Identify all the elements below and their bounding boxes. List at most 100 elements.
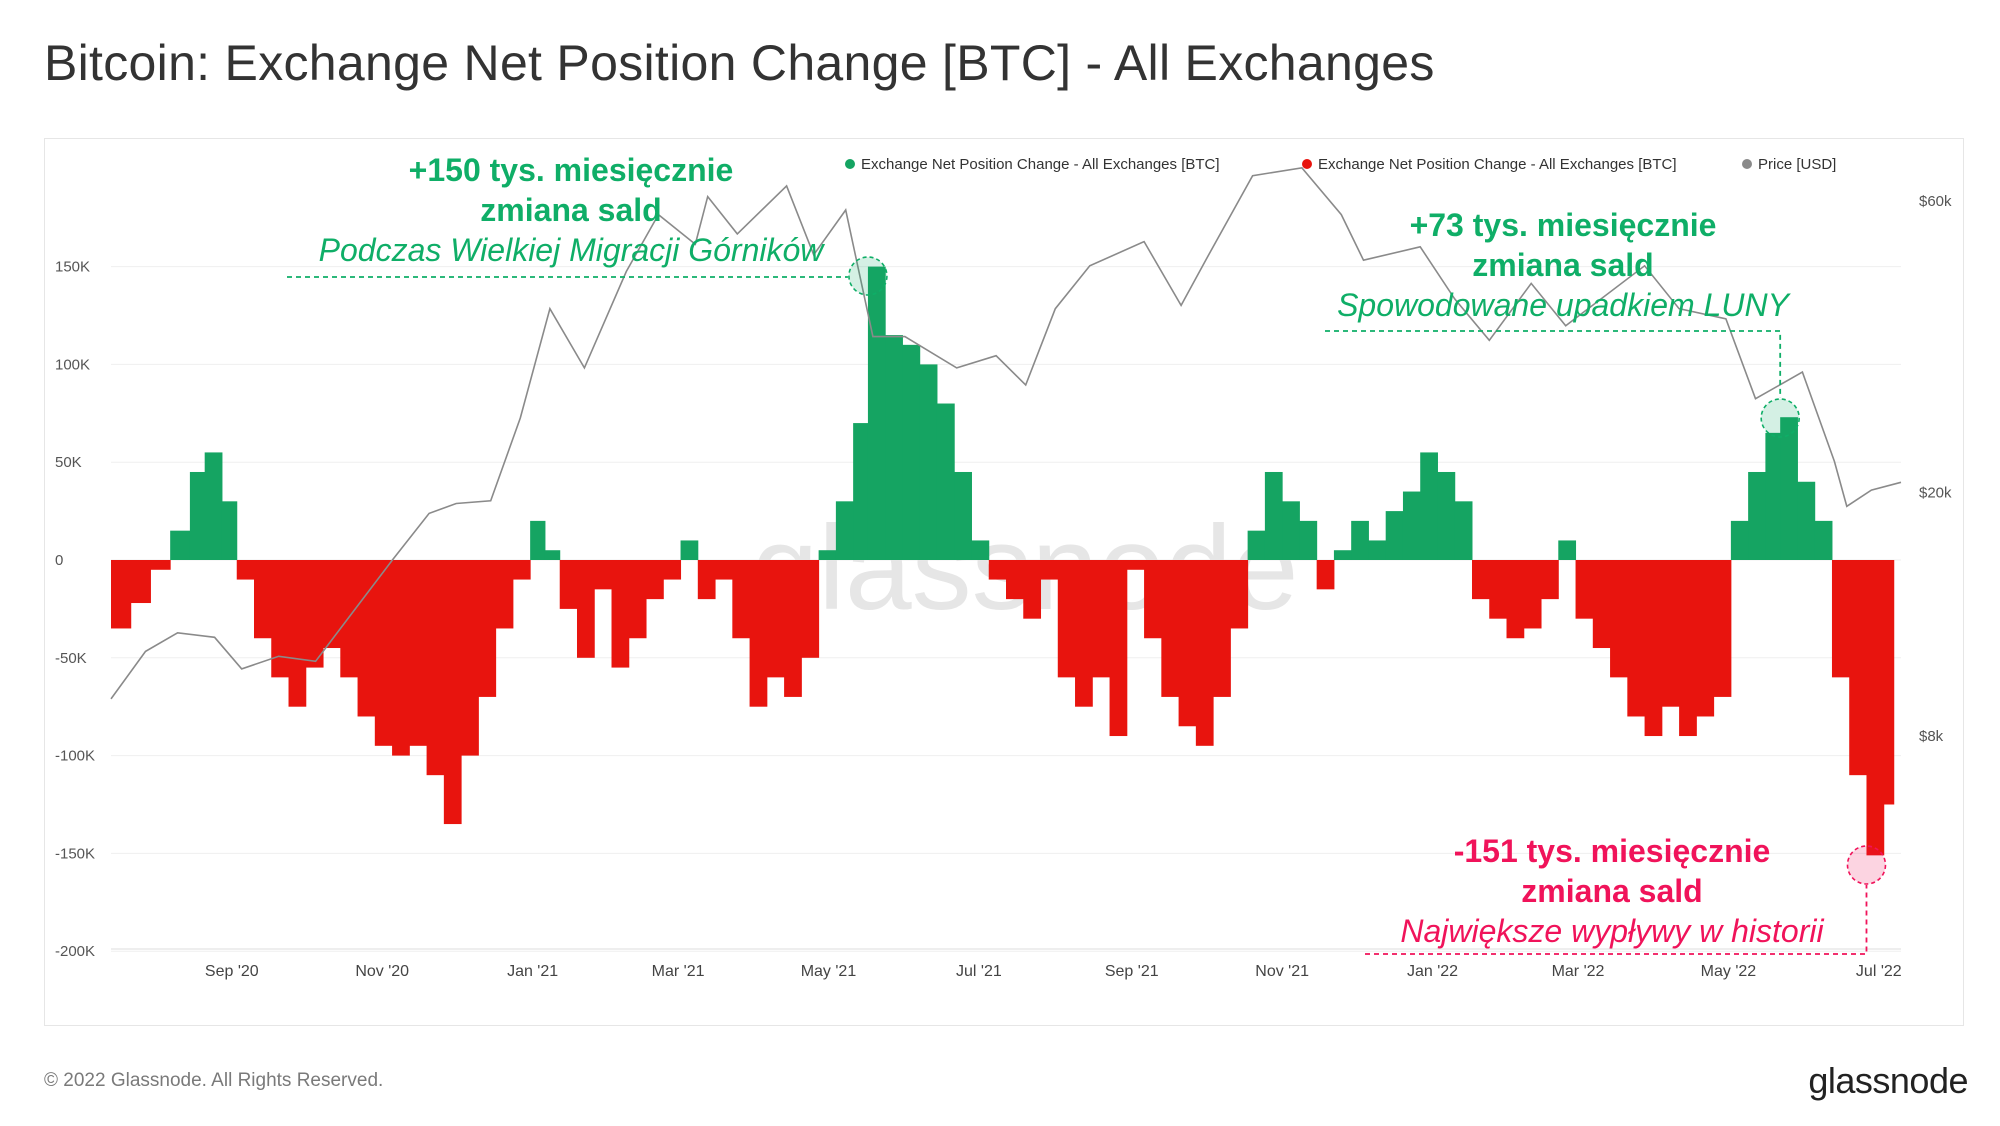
bar-negative xyxy=(1126,560,1145,570)
bar-positive xyxy=(1333,550,1352,560)
chart-svg: 150K 100K 50K 0 -50K -100K -150K -200K $60k $20k $… xyxy=(55,152,1952,980)
x-tick-label: Mar '22 xyxy=(1552,963,1605,980)
bar-positive xyxy=(1797,481,1816,560)
page-title: Bitcoin: Exchange Net Position Change [B… xyxy=(44,35,1435,91)
y-tick-left: 0 xyxy=(55,552,63,569)
bar-positive xyxy=(919,364,938,560)
bar-negative xyxy=(1109,560,1128,737)
y-tick-right: $20k xyxy=(1919,485,1952,502)
bar-positive xyxy=(544,550,561,560)
bar-negative xyxy=(288,560,307,707)
legend-marker xyxy=(1742,159,1752,169)
bar-negative xyxy=(1178,560,1197,727)
bar-negative xyxy=(715,560,733,580)
bar-positive xyxy=(204,452,223,560)
bar-negative xyxy=(766,560,785,678)
annotation-leader xyxy=(1325,330,1782,398)
annotation-title: +150 tys. miesięcznie xyxy=(409,152,734,188)
copyright-footer: © 2022 Glassnode. All Rights Reserved. xyxy=(44,1070,384,1091)
y-tick-left: 50K xyxy=(55,454,82,471)
bar-negative xyxy=(1144,560,1162,639)
x-tick-label: Mar '21 xyxy=(652,963,705,980)
bar-negative xyxy=(340,560,359,678)
bar-positive xyxy=(1264,471,1283,560)
bar-positive xyxy=(1730,520,1749,560)
bar-positive xyxy=(1247,530,1266,560)
bar-negative xyxy=(611,560,630,668)
annotation-marker xyxy=(1760,398,1800,438)
bar-negative xyxy=(512,560,531,580)
bar-negative xyxy=(628,560,647,639)
x-tick-label: May '22 xyxy=(1701,963,1757,980)
bar-negative xyxy=(1471,560,1490,600)
x-tick-label: Jan '22 xyxy=(1407,963,1458,980)
bar-negative xyxy=(357,560,376,717)
bar-positive xyxy=(1558,540,1577,560)
x-tick-label: Jul '21 xyxy=(956,963,1002,980)
bar-negative xyxy=(305,560,324,668)
annotation-title: -151 tys. miesięcznie xyxy=(1454,833,1771,869)
bar-negative xyxy=(663,560,682,580)
bar-negative xyxy=(784,560,802,697)
legend-marker xyxy=(845,159,855,169)
bar-negative xyxy=(1541,560,1559,600)
bar-positive xyxy=(530,520,546,560)
bar-negative xyxy=(1230,560,1249,629)
bar-positive xyxy=(954,471,972,560)
y-tick-left: -50K xyxy=(55,650,87,667)
x-tick-label: Jul '22 xyxy=(1856,963,1902,980)
y-tick-left: 100K xyxy=(55,356,90,373)
bar-negative xyxy=(254,560,272,639)
bar-positive xyxy=(1351,520,1369,560)
annotation-subtitle: zmiana sald xyxy=(480,192,661,228)
bar-negative xyxy=(1040,560,1059,580)
bar-negative xyxy=(1679,560,1697,737)
bar-negative xyxy=(478,560,497,697)
bar-negative xyxy=(1592,560,1611,649)
bar-positive xyxy=(885,335,903,560)
bar-negative xyxy=(236,560,255,580)
bar-negative xyxy=(559,560,578,609)
bar-negative xyxy=(1195,560,1214,746)
bar-negative xyxy=(1057,560,1076,678)
bar-negative xyxy=(443,560,462,825)
bar-negative xyxy=(1006,560,1024,600)
bar-negative xyxy=(392,560,410,756)
x-tick-label: Jan '21 xyxy=(507,963,558,980)
x-tick-label: Sep '21 xyxy=(1105,963,1159,980)
annotation-caption: Podczas Wielkiej Migracji Górników xyxy=(319,232,826,268)
bar-positive xyxy=(170,530,191,560)
bar-positive xyxy=(1368,540,1387,560)
y-tick-left: -100K xyxy=(55,748,95,765)
x-tick-label: May '21 xyxy=(801,963,857,980)
price-line xyxy=(110,166,1902,700)
bar-negative xyxy=(1849,560,1867,776)
bar-positive xyxy=(1814,520,1833,560)
bar-negative xyxy=(1831,560,1850,678)
annotation-subtitle: zmiana sald xyxy=(1472,247,1653,283)
y-tick-left: 150K xyxy=(55,259,90,276)
bar-negative xyxy=(1523,560,1542,629)
bar-negative xyxy=(801,560,820,658)
bar-positive xyxy=(835,501,854,560)
bar-positive xyxy=(1385,511,1404,560)
bar-negative xyxy=(150,560,171,570)
bar-positive xyxy=(1437,471,1456,560)
legend-label: Price [USD] xyxy=(1758,156,1836,173)
x-tick-label: Sep '20 xyxy=(205,963,259,980)
bar-negative xyxy=(1883,560,1895,805)
bar-negative xyxy=(1092,560,1111,678)
annotation-caption: Największe wypływy w historii xyxy=(1400,913,1824,949)
annotation-caption: Spowodowane upadkiem LUNY xyxy=(1337,287,1791,323)
bar-negative xyxy=(1696,560,1715,717)
bar-positive xyxy=(189,471,206,560)
bar-negative xyxy=(495,560,514,629)
bar-negative xyxy=(1713,560,1732,697)
brand-logo: glassnode xyxy=(1808,1060,1968,1101)
bar-negative xyxy=(461,560,479,756)
bar-negative xyxy=(271,560,290,678)
bar-negative xyxy=(1213,560,1231,697)
bar-negative xyxy=(697,560,716,600)
bar-positive xyxy=(1748,471,1766,560)
bar-positive xyxy=(1765,432,1781,560)
